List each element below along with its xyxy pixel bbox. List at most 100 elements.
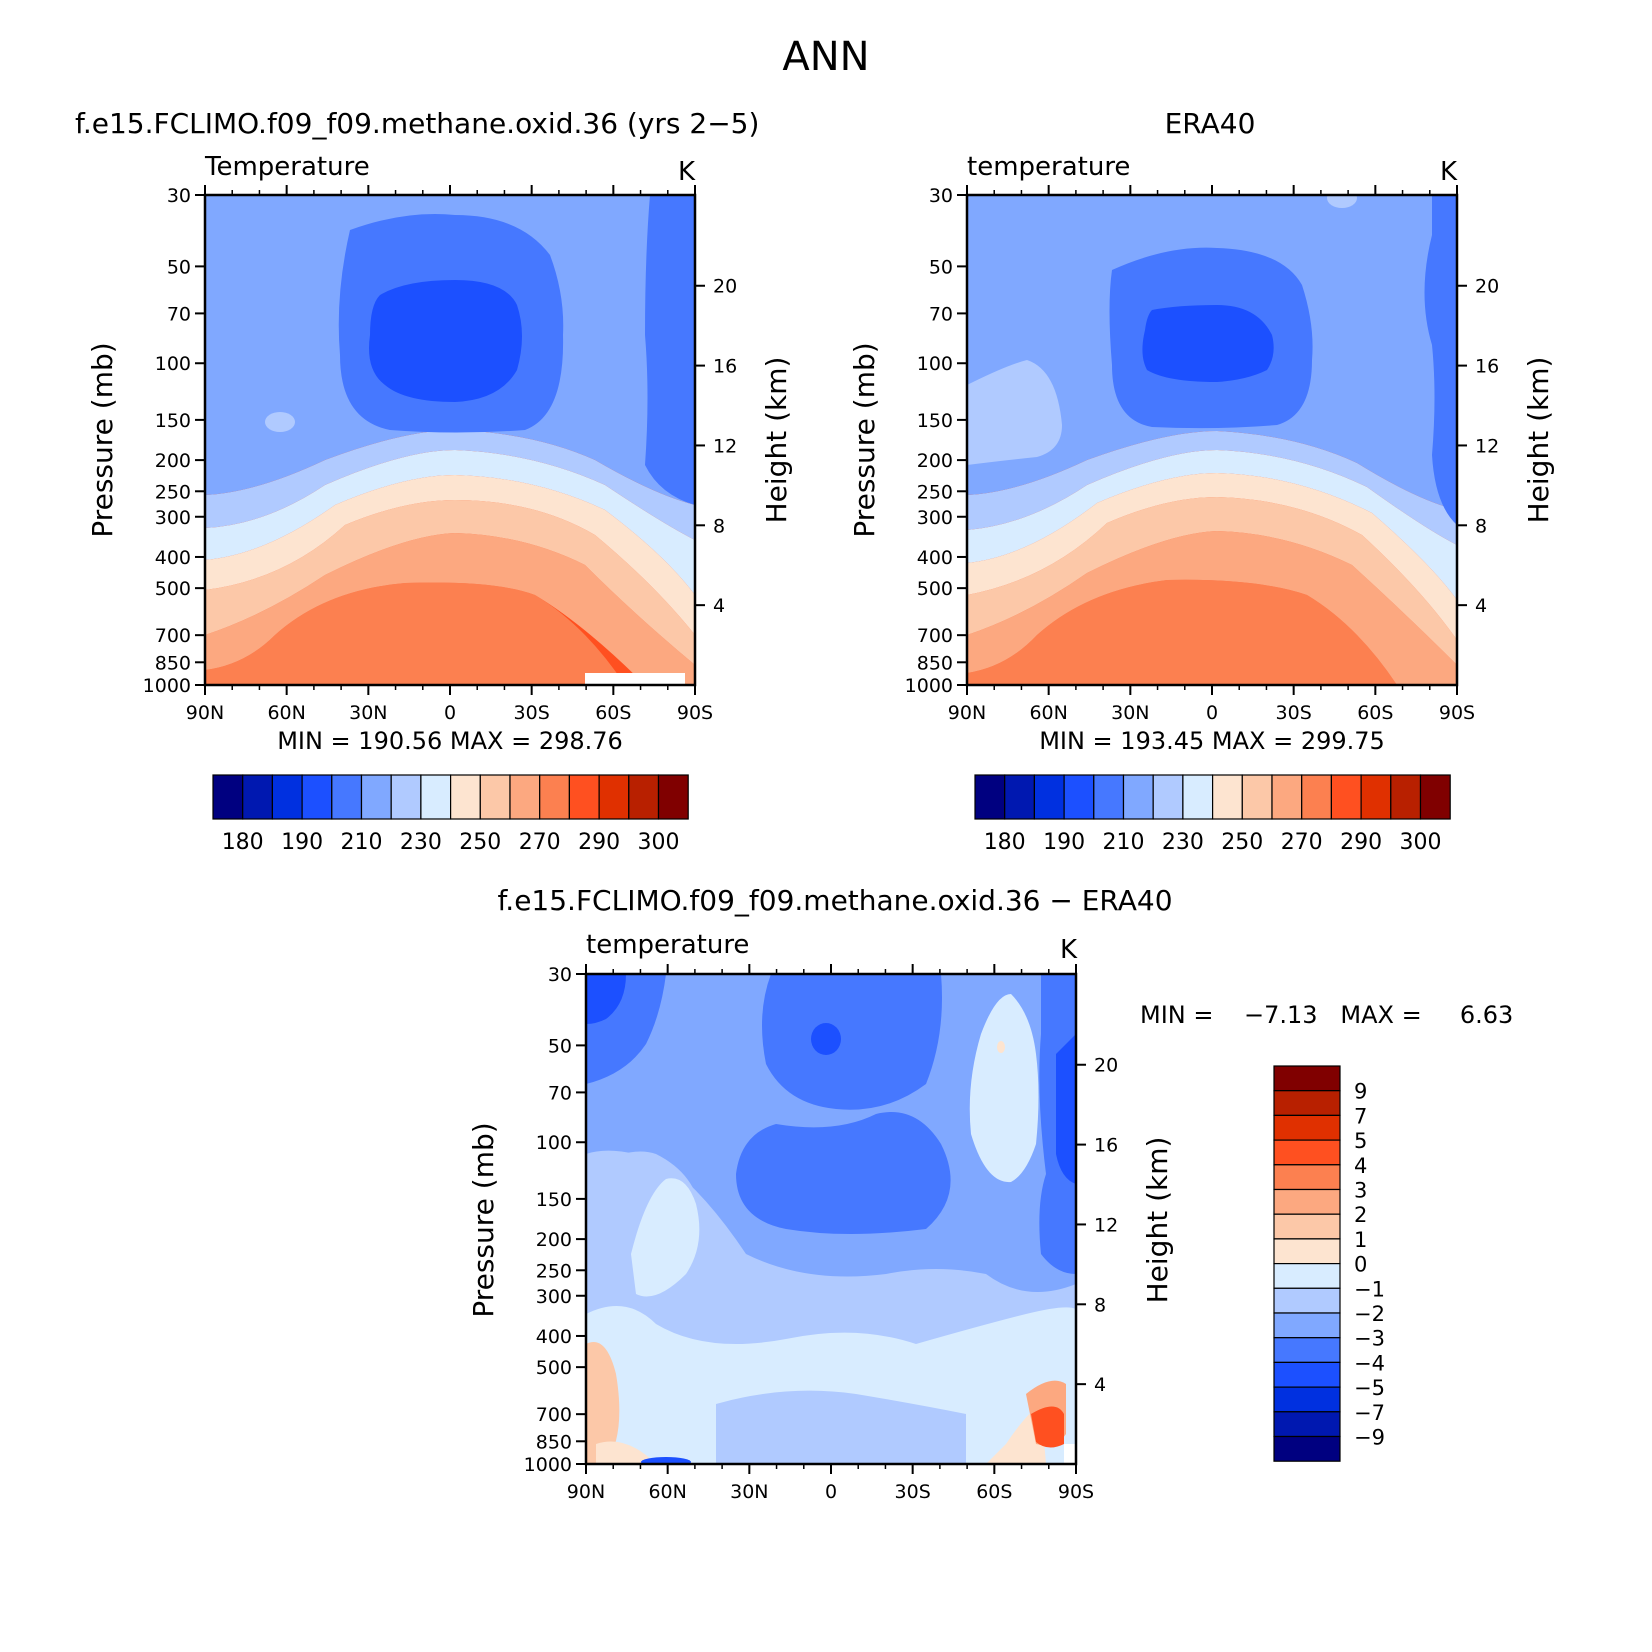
y2-axis-label: Height (km) xyxy=(1141,1137,1174,1304)
colorbar-box xyxy=(1273,1164,1341,1191)
y-tick-label: 200 xyxy=(917,450,953,472)
colorbar-box xyxy=(479,774,511,820)
contour-fill-250 xyxy=(205,500,695,665)
colorbar-label: 250 xyxy=(459,830,501,855)
x-tick-label: 60N xyxy=(1029,702,1067,724)
contour-fill-190 xyxy=(369,280,522,402)
y2-tick-label: 4 xyxy=(713,595,725,617)
y-tick-label: 1000 xyxy=(524,1454,572,1476)
contour-fill-230 xyxy=(967,450,1457,600)
panel-model: f.e15.FCLIMO.f09_f09.methane.oxid.36 (yr… xyxy=(75,107,793,855)
colorbar-label: 0 xyxy=(1354,1253,1367,1277)
colorbar-label: 210 xyxy=(1103,830,1145,855)
colorbar-box xyxy=(1063,774,1095,820)
colorbar-label: 290 xyxy=(578,830,620,855)
contour-fill-m4-mid xyxy=(736,1112,951,1234)
colorbar-box xyxy=(1273,1139,1341,1166)
colorbar-box xyxy=(1273,1262,1341,1289)
plot-area xyxy=(205,195,695,685)
contour-fill-220-blob xyxy=(265,412,295,432)
y2-tick-label: 8 xyxy=(713,515,725,537)
colorbar-label: 180 xyxy=(222,830,264,855)
y-tick-label: 100 xyxy=(917,353,953,375)
colorbar-label: 230 xyxy=(400,830,442,855)
y-tick-label: 30 xyxy=(167,185,191,207)
contour-fill-250 xyxy=(967,497,1457,665)
y-tick-label: 250 xyxy=(536,1260,572,1282)
y-tick-label: 30 xyxy=(929,185,953,207)
colorbar-label: 190 xyxy=(281,830,323,855)
colorbar-label: −1 xyxy=(1354,1277,1385,1301)
colorbar-box xyxy=(509,774,541,820)
x-tick-label: 30N xyxy=(349,702,387,724)
y-tick-label: 1000 xyxy=(143,675,191,697)
contour-fill-270 xyxy=(205,582,625,685)
y2-tick-label: 4 xyxy=(1094,1374,1106,1396)
colorbar-label: −2 xyxy=(1354,1302,1385,1326)
colorbar-box xyxy=(1271,774,1303,820)
contour-fill-220-north xyxy=(967,360,1062,465)
colorbar-box xyxy=(974,774,1006,820)
y-tick-label: 50 xyxy=(167,256,191,278)
colorbar-box xyxy=(301,774,333,820)
contour-fill-m4-center xyxy=(762,974,942,1110)
colorbar-box xyxy=(1273,1312,1341,1339)
figure-title: ANN xyxy=(782,34,869,80)
y-tick-label: 200 xyxy=(536,1229,572,1251)
x-tick-label: 90N xyxy=(186,702,224,724)
panel-title: f.e15.FCLIMO.f09_f09.methane.oxid.36 − E… xyxy=(497,884,1172,917)
y-tick-label: 250 xyxy=(917,481,953,503)
colorbar-box xyxy=(1273,1090,1341,1116)
colorbar-box xyxy=(242,774,273,820)
y-tick-label: 400 xyxy=(155,547,191,569)
colorbar-box xyxy=(1273,1065,1341,1092)
colorbar-box xyxy=(657,774,689,820)
colorbar-box xyxy=(1273,1435,1341,1462)
colorbar-box xyxy=(1273,1411,1341,1438)
colorbar-label: 300 xyxy=(1400,830,1442,855)
colorbar-box xyxy=(1093,774,1125,820)
plot-area xyxy=(967,195,1457,685)
y-tick-label: 30 xyxy=(548,964,572,986)
colorbar-box xyxy=(1273,1213,1341,1240)
contour-fill-0-blob xyxy=(811,1359,851,1379)
contour-fill-0-pocket xyxy=(596,1441,656,1464)
y-tick-label: 300 xyxy=(917,507,953,529)
contour-fill-m5-nw xyxy=(586,974,626,1024)
colorbar-label: 5 xyxy=(1354,1129,1367,1153)
y-tick-label: 300 xyxy=(536,1286,572,1308)
contour-fill-m5-sw xyxy=(641,1457,691,1464)
colorbar-box xyxy=(212,774,244,820)
y2-tick-label: 20 xyxy=(1094,1055,1118,1077)
x-tick-label: 30N xyxy=(730,1481,768,1503)
contour-fill-0-tongue xyxy=(631,1178,700,1297)
x-tick-label: 0 xyxy=(825,1481,837,1503)
contour-fill-0-south xyxy=(969,994,1039,1183)
y-tick-label: 700 xyxy=(155,625,191,647)
x-tick-label: 30S xyxy=(514,702,550,724)
colorbar-box xyxy=(1273,1361,1341,1388)
contour-fill-230 xyxy=(205,450,695,595)
colorbar-box xyxy=(1033,774,1065,820)
colorbar-label: 270 xyxy=(1281,830,1323,855)
colorbar-box xyxy=(539,774,571,820)
y2-tick-label: 8 xyxy=(1475,515,1487,537)
colorbar-box xyxy=(1419,774,1451,820)
y-tick-label: 100 xyxy=(155,353,191,375)
y2-tick-label: 12 xyxy=(1094,1214,1118,1236)
colorbar-box xyxy=(450,774,481,820)
x-tick-label: 0 xyxy=(1206,702,1218,724)
colorbar-label: 230 xyxy=(1162,830,1204,855)
colorbar-box xyxy=(628,774,660,820)
x-tick-label: 60S xyxy=(595,702,631,724)
y-tick-label: 500 xyxy=(536,1357,572,1379)
y-tick-label: 70 xyxy=(167,303,191,325)
colorbar-box xyxy=(1152,774,1184,820)
missing-data-patch xyxy=(585,673,685,685)
y-tick-label: 150 xyxy=(917,410,953,432)
colorbar-box xyxy=(568,774,600,820)
y-tick-label: 850 xyxy=(917,652,953,674)
y-tick-label: 500 xyxy=(155,578,191,600)
contour-fill-190 xyxy=(1142,305,1274,382)
